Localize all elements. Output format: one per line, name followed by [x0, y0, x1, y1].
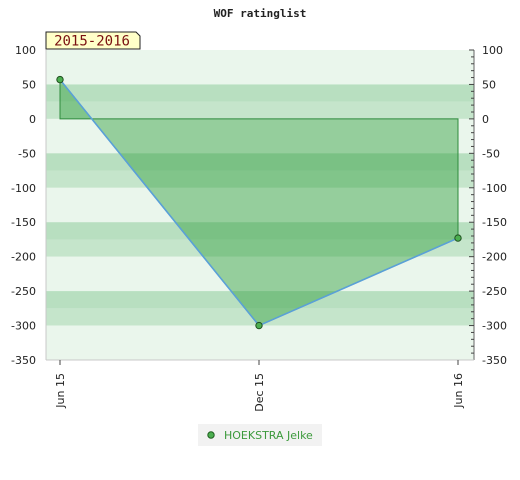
- grid-band: [46, 67, 474, 85]
- y-tick-label: -150: [11, 216, 36, 229]
- data-point: [56, 75, 64, 84]
- grid-band: [46, 84, 474, 102]
- y-tick-label: -100: [11, 182, 36, 195]
- y2-tick-label: 100: [482, 44, 503, 57]
- grid-band: [46, 170, 474, 188]
- y-tick-label: -200: [11, 251, 36, 264]
- y2-tick-label: -250: [482, 285, 507, 298]
- legend: HOEKSTRA Jelke: [198, 424, 322, 446]
- y-tick-label: -50: [18, 147, 36, 160]
- x-tick-label: Jun 16: [452, 373, 465, 409]
- grid-band: [46, 118, 474, 137]
- y2-tick-label: -50: [482, 147, 500, 160]
- y-tick-label: -350: [11, 354, 36, 367]
- data-point: [454, 234, 462, 242]
- grid-band: [46, 136, 474, 154]
- grid-band: [46, 101, 474, 119]
- x-tick-label: Dec 15: [253, 373, 266, 412]
- grid-band: [46, 50, 474, 68]
- grid-band: [46, 239, 474, 257]
- grid-band: [46, 205, 474, 223]
- season-label: 2015-2016: [54, 34, 130, 50]
- y-tick-label: 50: [22, 78, 36, 91]
- x-tick-label: Jun 15: [54, 373, 67, 409]
- y2-tick-label: -200: [482, 251, 507, 264]
- legend-marker: [207, 431, 215, 439]
- y-tick-label: -250: [11, 285, 36, 298]
- y-tick-label: 100: [15, 44, 36, 57]
- data-point: [255, 321, 263, 330]
- y2-tick-label: -300: [482, 320, 507, 333]
- y-axis-left: 100 50 0 -50 -100 -150 -200 -250 -300 -350: [11, 44, 47, 367]
- y2-tick-label: -150: [482, 216, 507, 229]
- grid-band: [46, 308, 474, 326]
- grid-band: [46, 325, 474, 343]
- grid-band: [46, 187, 474, 205]
- grid-band: [46, 342, 474, 360]
- chart-title: WOF ratinglist: [214, 7, 307, 20]
- x-axis: Jun 15 Dec 15 Jun 16: [46, 359, 474, 412]
- legend-label: HOEKSTRA Jelke: [224, 429, 313, 442]
- y2-tick-label: -100: [482, 182, 507, 195]
- y2-tick-label: -350: [482, 354, 507, 367]
- grid-band: [46, 153, 474, 171]
- series-markers: [56, 75, 462, 330]
- plot-background: [46, 50, 474, 360]
- grid-band: [46, 291, 474, 309]
- y-tick-label: 0: [29, 113, 36, 126]
- grid-band: [46, 256, 474, 274]
- grid-band: [46, 222, 474, 240]
- y-axis-right: 100 50 0 -50 -100 -150 -200 -250 -300 -350: [469, 44, 507, 367]
- y2-tick-label: 50: [482, 78, 496, 91]
- y2-tick-label: 0: [482, 113, 489, 126]
- y-tick-label: -300: [11, 320, 36, 333]
- season-label-box: 2015-2016: [45, 31, 141, 50]
